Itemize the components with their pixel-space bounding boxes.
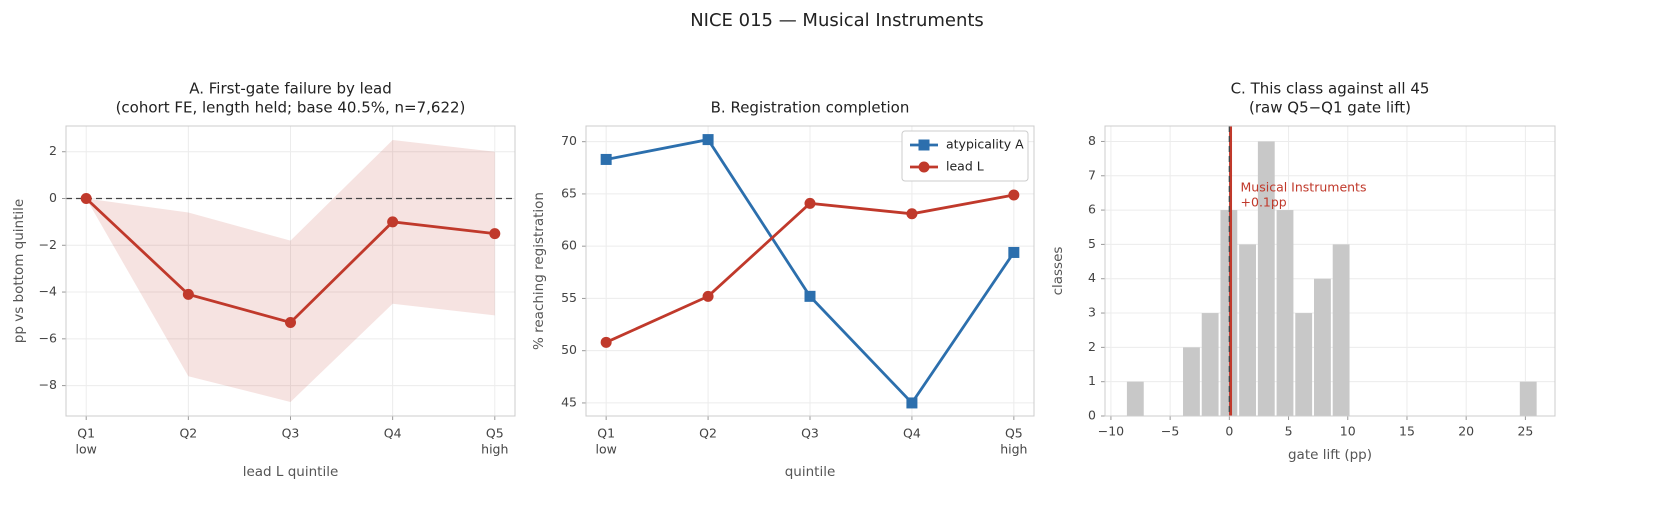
y-tick-label: 1 [1088,373,1096,388]
x-tick-label: 20 [1458,424,1474,439]
data-point [1008,189,1020,201]
x-tick-sublabel: low [76,442,97,457]
y-tick-label: 55 [561,290,577,305]
y-tick-label: 8 [1088,133,1096,148]
x-tick-label: 15 [1399,424,1415,439]
panel-title: B. Registration completion [711,99,910,117]
histogram-bar [1332,244,1350,416]
y-tick-label: 5 [1088,236,1096,251]
data-point [600,336,612,348]
plot-frame [1104,125,1556,417]
data-point [600,153,612,165]
histogram-bar [1201,313,1219,416]
x-axis-label: quintile [785,464,836,480]
y-tick-label: 2 [49,143,57,158]
x-tick-label: Q2 [179,426,197,441]
y-tick-label: −6 [39,330,57,345]
highlight-label: Musical Instruments [1241,180,1367,195]
histogram-bar [1519,381,1537,416]
y-tick-label: −8 [39,377,57,392]
x-tick-label: Q5 [1005,426,1023,441]
data-point [387,216,399,228]
x-tick-label: Q1 [77,426,95,441]
histogram-bar [1295,313,1313,416]
x-tick-label: −10 [1098,424,1124,439]
histogram-bar [1239,244,1256,416]
x-tick-sublabel: high [481,442,508,457]
y-tick-label: 70 [561,133,577,148]
y-axis-label: pp vs bottom quintile [11,199,27,343]
y-axis-label: % reaching registration [531,192,547,350]
highlight-label: +0.1pp [1241,195,1287,210]
y-tick-label: 0 [49,190,57,205]
x-tick-label: 25 [1517,424,1533,439]
y-tick-label: 45 [561,394,577,409]
y-tick-label: 3 [1088,305,1096,320]
plot-frame [585,125,1035,417]
x-tick-label: Q5 [486,426,504,441]
y-tick-label: 50 [561,342,577,357]
data-point [906,208,918,220]
x-tick-label: −5 [1161,424,1179,439]
y-axis-label: classes [1050,247,1066,296]
x-tick-label: Q1 [597,426,615,441]
data-point [906,397,918,409]
y-tick-label: 4 [1088,270,1096,285]
histogram-bar [1126,381,1144,416]
panel-title: (raw Q5−Q1 gate lift) [1249,99,1411,117]
x-axis-label: gate lift (pp) [1288,447,1372,463]
histogram-bar [1183,347,1200,416]
histogram-bar [1276,210,1294,416]
x-tick-label: Q3 [801,426,819,441]
x-tick-sublabel: low [595,442,616,457]
data-point [702,290,714,302]
legend-label: atypicality A [946,137,1024,152]
panel-title: (cohort FE, length held; base 40.5%, n=7… [116,99,466,117]
plot-frame [65,125,516,417]
y-tick-label: 2 [1088,339,1096,354]
figure-title: NICE 015 — Musical Instruments [690,10,984,31]
legend-marker [918,139,930,151]
panel-title: A. First-gate failure by lead [189,80,392,98]
x-tick-label: 10 [1340,424,1356,439]
data-point [804,290,816,302]
x-tick-label: 0 [1225,424,1233,439]
data-point [804,197,816,209]
x-axis-label: lead L quintile [243,464,339,480]
histogram-bar [1220,210,1238,416]
confidence-band [86,140,495,402]
legend-label: lead L [946,159,984,174]
y-tick-label: −2 [39,237,57,252]
y-tick-label: 6 [1088,202,1096,217]
y-tick-label: 65 [561,185,577,200]
data-point [285,316,296,328]
y-tick-label: 60 [561,238,577,253]
data-point [182,288,194,300]
y-tick-label: 7 [1088,167,1096,182]
x-tick-label: Q4 [384,426,402,441]
legend-box [901,130,1029,182]
panel-title: C. This class against all 45 [1231,80,1430,98]
data-point [80,193,92,204]
x-tick-label: Q3 [282,426,300,441]
histogram-bar [1314,278,1331,416]
data-point [489,228,501,240]
histogram-bar [1257,141,1275,416]
data-point [702,134,714,146]
legend-marker [918,161,930,173]
data-point [1008,246,1020,258]
x-tick-label: Q4 [903,426,921,441]
y-tick-label: −4 [39,284,57,299]
y-tick-label: 0 [1088,408,1096,423]
x-tick-sublabel: high [1000,442,1027,457]
x-tick-label: Q2 [699,426,717,441]
x-tick-label: 5 [1285,424,1293,439]
